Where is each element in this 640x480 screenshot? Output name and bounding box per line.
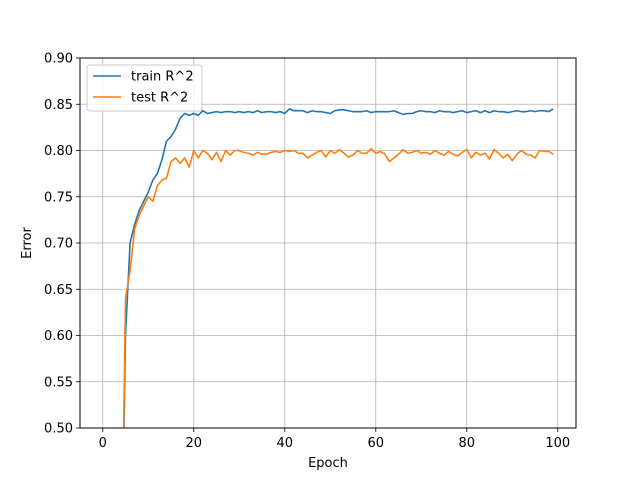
series-line-train xyxy=(123,108,554,428)
y-tick-label: 0.90 xyxy=(44,52,73,67)
y-axis-label: Error xyxy=(20,227,35,259)
y-tick-label: 0.70 xyxy=(44,237,73,252)
x-tick-label: 80 xyxy=(459,436,476,451)
x-tick-label: 100 xyxy=(545,436,570,451)
y-tick-label: 0.80 xyxy=(44,144,73,159)
x-tick-label: 40 xyxy=(276,436,293,451)
y-tick-label: 0.65 xyxy=(44,283,73,298)
x-tick-label: 0 xyxy=(99,436,107,451)
x-tick-label: 60 xyxy=(368,436,385,451)
legend-entry: train R^2 xyxy=(131,70,194,85)
y-tick-label: 0.60 xyxy=(44,329,73,344)
series-line-test xyxy=(122,147,554,428)
x-tick-label: 20 xyxy=(185,436,202,451)
x-axis-label: Epoch xyxy=(308,456,348,471)
y-tick-label: 0.50 xyxy=(44,422,73,437)
y-tick-label: 0.75 xyxy=(44,190,73,205)
legend: train R^2 test R^2 xyxy=(86,64,203,112)
legend-entry: test R^2 xyxy=(131,91,188,106)
y-axis-ticks: 0.50 0.55 0.60 0.65 0.70 0.75 0.80 0.85 0.90 xyxy=(44,52,80,437)
series-lines xyxy=(122,108,554,428)
y-tick-label: 0.85 xyxy=(44,98,73,113)
y-tick-label: 0.55 xyxy=(44,375,73,390)
x-axis-ticks: 0 20 40 60 80 100 xyxy=(99,428,570,451)
